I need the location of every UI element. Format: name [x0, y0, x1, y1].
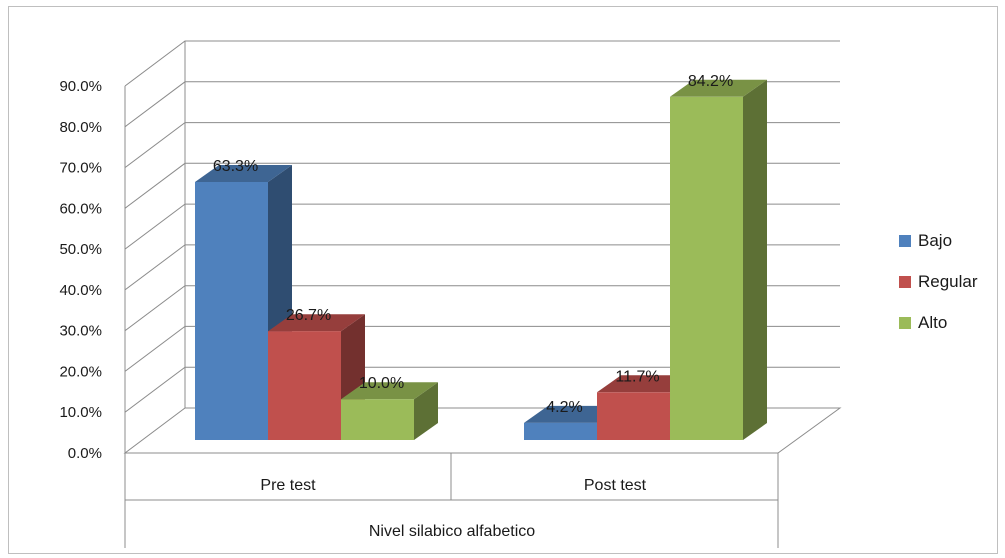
gridline: [124, 162, 840, 209]
legend: Bajo Regular Alto: [899, 231, 978, 332]
bar-bajo: [195, 182, 268, 440]
gridline: [124, 81, 840, 128]
y-tick-label: 90.0%: [59, 78, 102, 95]
bar-top-regular: [268, 314, 365, 332]
y-tick-label: 70.0%: [59, 160, 102, 177]
bar-side-alto: [743, 79, 767, 441]
gridline: [124, 40, 840, 87]
x-axis: Pre test Post test Nivel silabico alfabeti…: [124, 453, 779, 548]
gridline: [124, 366, 840, 413]
legend-swatch-regular: [899, 276, 911, 288]
y-tick-label: 40.0%: [59, 282, 102, 299]
x-tick-label: Post test: [584, 477, 647, 494]
data-label: 11.7%: [615, 368, 659, 385]
data-label: 10.0%: [359, 375, 404, 392]
gridlines: [124, 40, 840, 413]
y-axis-ticks: 0.0% 10.0% 20.0% 30.0% 40.0% 50.0% 60.0% 70.0% 8…: [59, 78, 102, 462]
data-label: 63.3%: [213, 158, 258, 175]
data-label: 84.2%: [688, 73, 733, 90]
bar-top-alto: [670, 79, 767, 97]
legend-swatch-bajo: [899, 235, 911, 247]
bar-bajo: [524, 422, 597, 440]
y-tick-label: 80.0%: [59, 119, 102, 136]
gridline: [124, 285, 840, 332]
data-label: 26.7%: [286, 307, 331, 324]
y-tick-label: 10.0%: [59, 404, 102, 421]
data-labels: 63.3% 4.2% 26.7% 11.7% 10.0% 84.2%: [213, 73, 733, 416]
bar-top-alto: [341, 382, 438, 400]
bar-alto: [670, 96, 743, 441]
bar-regular: [597, 392, 670, 440]
y-tick-label: 60.0%: [59, 200, 102, 217]
chart-frame: [8, 6, 998, 554]
y-tick-label: 0.0%: [68, 445, 102, 462]
data-label: 4.2%: [546, 399, 582, 416]
legend-label-bajo: Bajo: [918, 231, 952, 250]
bar-regular: [268, 331, 341, 440]
bar-alto: [341, 399, 414, 440]
bar-side-alto: [414, 382, 438, 440]
gridline: [124, 244, 840, 291]
bar-top-bajo: [524, 405, 621, 423]
legend-label-alto: Alto: [918, 313, 947, 332]
gridline: [124, 325, 840, 372]
y-tick-label: 20.0%: [59, 363, 102, 380]
bars: [195, 79, 767, 441]
x-group-label: Nivel silabico alfabetico: [369, 523, 535, 540]
gridline: [124, 203, 840, 250]
y-tick-label: 50.0%: [59, 241, 102, 258]
x-tick-label: Pre test: [260, 477, 316, 494]
y-tick-label: 30.0%: [59, 323, 102, 340]
legend-label-regular: Regular: [918, 272, 978, 291]
gridline: [124, 122, 840, 169]
legend-swatch-alto: [899, 317, 911, 329]
bar-top-regular: [597, 375, 694, 393]
bar-top-bajo: [195, 165, 292, 182]
